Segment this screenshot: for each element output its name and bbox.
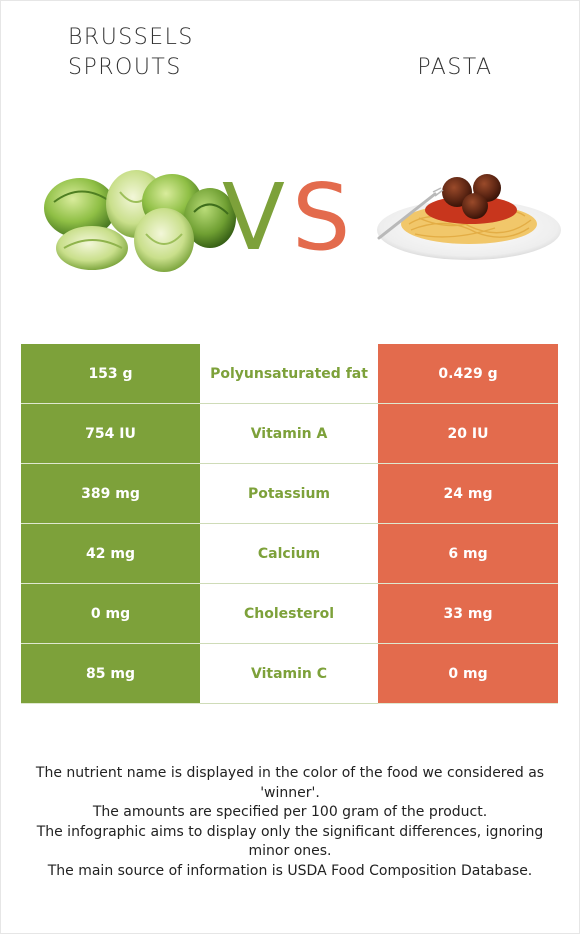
row-divider-middle	[200, 583, 378, 584]
left-food-value: 389 mg	[21, 464, 200, 523]
nutrient-name: Potassium	[200, 464, 378, 523]
right-food-title: PASTA	[417, 55, 493, 80]
brussels-sprouts-image	[44, 170, 236, 272]
nutrient-name: Vitamin A	[200, 404, 378, 463]
footnotes: The nutrient name is displayed in the co…	[20, 764, 560, 881]
row-divider-middle	[200, 703, 378, 704]
row-divider-middle	[200, 643, 378, 644]
nutrient-name: Calcium	[200, 524, 378, 583]
nutrient-name: Cholesterol	[200, 584, 378, 643]
table-row: 0 mg Cholesterol 33 mg	[21, 584, 558, 644]
right-food-value: 0.429 g	[378, 344, 558, 403]
note-data-source: The main source of information is USDA F…	[47, 862, 533, 879]
right-food-value: 20 IU	[378, 404, 558, 463]
right-food-value: 24 mg	[378, 464, 558, 523]
nutrient-name: Polyunsaturated fat	[200, 344, 378, 403]
note-winner-color: The nutrient name is displayed in the co…	[35, 765, 545, 801]
table-row: 389 mg Potassium 24 mg	[21, 464, 558, 524]
pasta-image	[377, 174, 561, 260]
left-food-value: 754 IU	[21, 404, 200, 463]
left-food-value: 85 mg	[21, 644, 200, 703]
table-row: 153 g Polyunsaturated fat 0.429 g	[21, 344, 558, 404]
left-food-value: 42 mg	[21, 524, 200, 583]
right-food-value: 33 mg	[378, 584, 558, 643]
left-food-value: 0 mg	[21, 584, 200, 643]
row-divider-middle	[200, 463, 378, 464]
note-significant-differences: The infographic aims to display only the…	[36, 823, 544, 860]
left-food-title: BRUSSELS SPROUTS	[68, 25, 194, 80]
right-food-value: 0 mg	[378, 644, 558, 703]
left-food-value: 153 g	[21, 344, 200, 403]
row-divider-middle	[200, 523, 378, 524]
table-row: 42 mg Calcium 6 mg	[21, 524, 558, 584]
row-divider-middle	[200, 403, 378, 404]
right-food-value: 6 mg	[378, 524, 558, 583]
nutrient-comparison-table: 153 g Polyunsaturated fat 0.429 g 754 IU Vit…	[21, 344, 558, 704]
vs-letter-s: S	[292, 164, 351, 271]
note-per-100g: The amounts are specified per 100 gram o…	[92, 804, 488, 820]
nutrient-name: Vitamin C	[200, 644, 378, 703]
vs-letter-v: V	[222, 164, 285, 271]
table-row: 754 IU Vitamin A 20 IU	[21, 404, 558, 464]
